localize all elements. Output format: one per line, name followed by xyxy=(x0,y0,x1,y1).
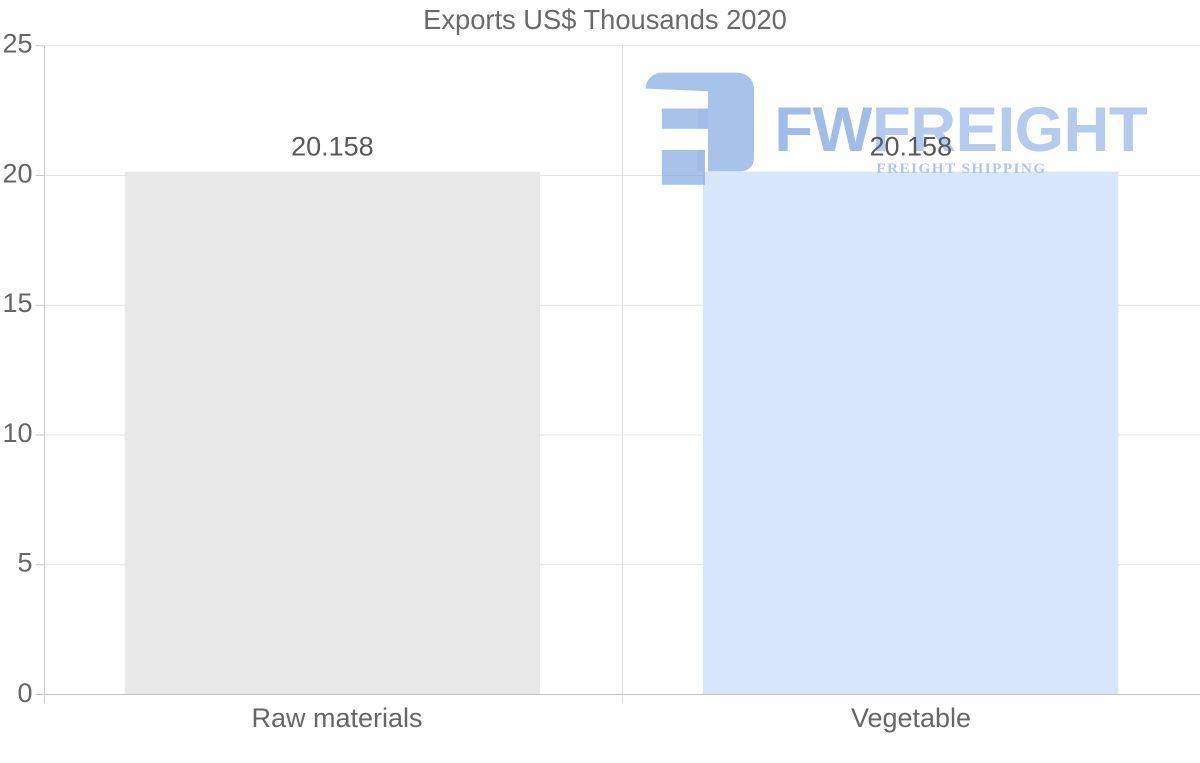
svg-text:Exports US$ Thousands 2020: Exports US$ Thousands 2020 xyxy=(423,4,787,35)
svg-text:FREIGHT SHIPPING: FREIGHT SHIPPING xyxy=(876,160,1046,177)
svg-text:FW: FW xyxy=(774,95,872,165)
svg-text:FREIGHT: FREIGHT xyxy=(872,95,1148,165)
svg-text:25: 25 xyxy=(2,29,32,59)
svg-text:Vegetable: Vegetable xyxy=(851,703,971,733)
svg-text:Raw materials: Raw materials xyxy=(251,703,422,733)
svg-text:10: 10 xyxy=(2,418,32,448)
svg-text:0: 0 xyxy=(17,678,32,708)
svg-text:15: 15 xyxy=(2,288,32,318)
svg-text:20: 20 xyxy=(2,158,32,188)
svg-text:5: 5 xyxy=(17,548,32,578)
svg-text:20.158: 20.158 xyxy=(291,132,374,162)
svg-text:20.158: 20.158 xyxy=(870,132,953,162)
